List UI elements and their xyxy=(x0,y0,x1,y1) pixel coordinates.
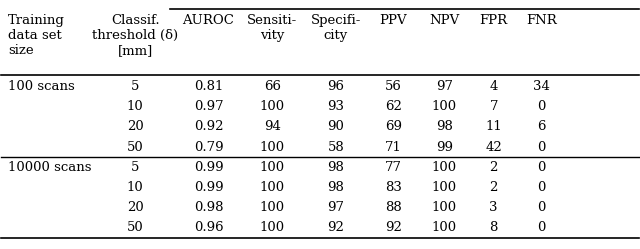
Text: 100: 100 xyxy=(432,100,457,113)
Text: 100: 100 xyxy=(260,201,285,214)
Text: 5: 5 xyxy=(131,80,140,93)
Text: 4: 4 xyxy=(490,80,498,93)
Text: 56: 56 xyxy=(385,80,402,93)
Text: 10000 scans: 10000 scans xyxy=(8,161,92,174)
Text: 7: 7 xyxy=(490,100,498,113)
Text: 69: 69 xyxy=(385,121,402,133)
Text: 0: 0 xyxy=(537,201,546,214)
Text: 0: 0 xyxy=(537,100,546,113)
Text: 94: 94 xyxy=(264,121,281,133)
Text: 0: 0 xyxy=(537,161,546,174)
Text: 100: 100 xyxy=(432,201,457,214)
Text: 0: 0 xyxy=(537,221,546,234)
Text: 100: 100 xyxy=(432,181,457,194)
Text: 96: 96 xyxy=(328,80,344,93)
Text: 0.79: 0.79 xyxy=(194,141,223,154)
Text: 62: 62 xyxy=(385,100,402,113)
Text: 88: 88 xyxy=(385,201,402,214)
Text: 100: 100 xyxy=(432,161,457,174)
Text: 100: 100 xyxy=(260,100,285,113)
Text: 100: 100 xyxy=(260,141,285,154)
Text: NPV: NPV xyxy=(429,14,460,27)
Text: 98: 98 xyxy=(436,121,452,133)
Text: 90: 90 xyxy=(328,121,344,133)
Text: 50: 50 xyxy=(127,141,143,154)
Text: 42: 42 xyxy=(485,141,502,154)
Text: PPV: PPV xyxy=(380,14,407,27)
Text: 100: 100 xyxy=(432,221,457,234)
Text: 92: 92 xyxy=(328,221,344,234)
Text: 100: 100 xyxy=(260,161,285,174)
Text: 0: 0 xyxy=(537,181,546,194)
Text: 34: 34 xyxy=(533,80,550,93)
Text: 20: 20 xyxy=(127,201,143,214)
Text: 8: 8 xyxy=(490,221,498,234)
Text: 100 scans: 100 scans xyxy=(8,80,74,93)
Text: 0.92: 0.92 xyxy=(194,121,223,133)
Text: 97: 97 xyxy=(436,80,452,93)
Text: 0.98: 0.98 xyxy=(194,201,223,214)
Text: 71: 71 xyxy=(385,141,402,154)
Text: 100: 100 xyxy=(260,181,285,194)
Text: FNR: FNR xyxy=(526,14,557,27)
Text: 50: 50 xyxy=(127,221,143,234)
Text: 100: 100 xyxy=(260,221,285,234)
Text: Specifi-
city: Specifi- city xyxy=(311,14,361,42)
Text: 77: 77 xyxy=(385,161,402,174)
Text: AUROC: AUROC xyxy=(182,14,234,27)
Text: Training
data set
size: Training data set size xyxy=(8,14,65,57)
Text: 0: 0 xyxy=(537,141,546,154)
Text: 97: 97 xyxy=(328,201,344,214)
Text: 5: 5 xyxy=(131,161,140,174)
Text: 66: 66 xyxy=(264,80,281,93)
Text: 10: 10 xyxy=(127,100,143,113)
Text: 83: 83 xyxy=(385,181,402,194)
Text: 0.81: 0.81 xyxy=(194,80,223,93)
Text: 2: 2 xyxy=(490,161,498,174)
Text: 58: 58 xyxy=(328,141,344,154)
Text: 0.97: 0.97 xyxy=(194,100,223,113)
Text: 92: 92 xyxy=(385,221,402,234)
Text: 20: 20 xyxy=(127,121,143,133)
Text: 99: 99 xyxy=(436,141,452,154)
Text: 0.99: 0.99 xyxy=(194,161,223,174)
Text: 2: 2 xyxy=(490,181,498,194)
Text: 0.96: 0.96 xyxy=(194,221,223,234)
Text: 98: 98 xyxy=(328,181,344,194)
Text: 6: 6 xyxy=(537,121,546,133)
Text: FPR: FPR xyxy=(479,14,508,27)
Text: 93: 93 xyxy=(328,100,344,113)
Text: 10: 10 xyxy=(127,181,143,194)
Text: 3: 3 xyxy=(490,201,498,214)
Text: 0.99: 0.99 xyxy=(194,181,223,194)
Text: 11: 11 xyxy=(485,121,502,133)
Text: Classif.
threshold (δ)
[mm]: Classif. threshold (δ) [mm] xyxy=(92,14,179,57)
Text: Sensiti-
vity: Sensiti- vity xyxy=(247,14,298,42)
Text: 98: 98 xyxy=(328,161,344,174)
